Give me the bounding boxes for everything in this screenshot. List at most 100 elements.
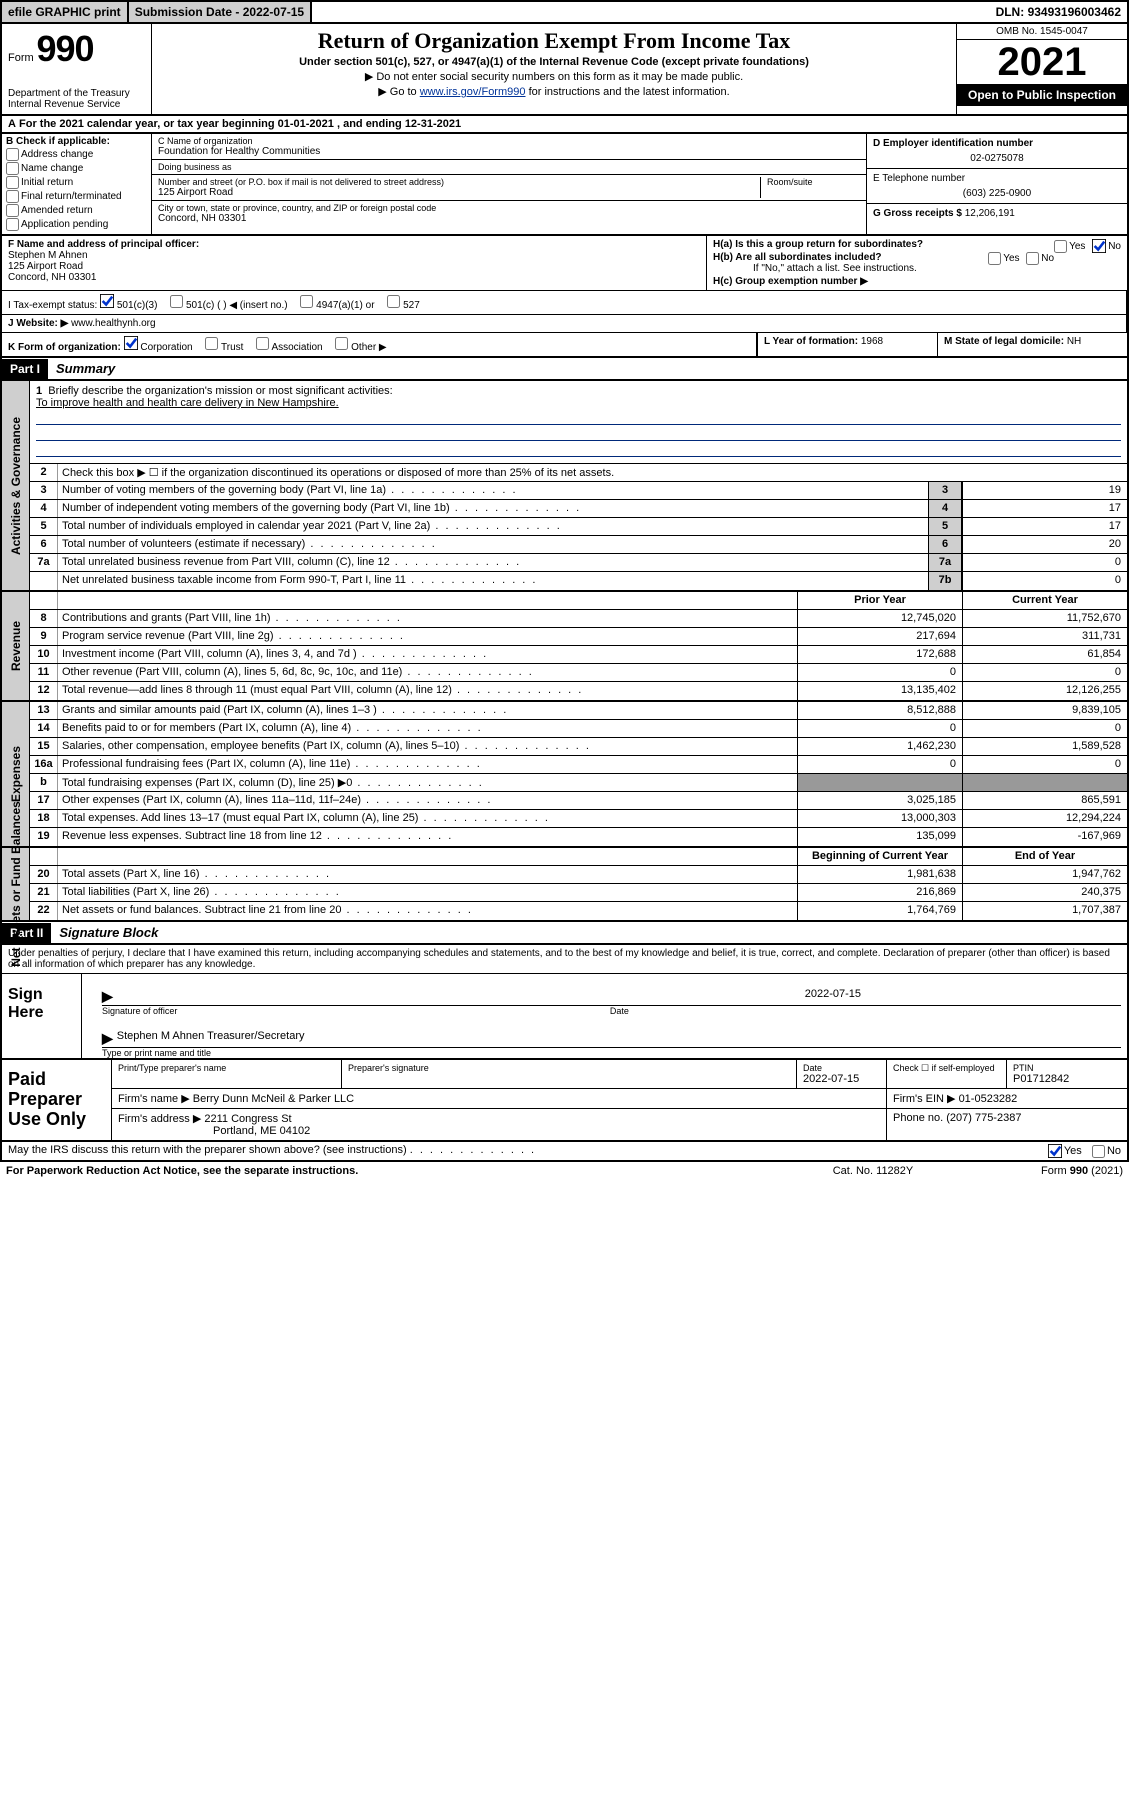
hb-yes-chk[interactable] (988, 252, 1001, 265)
submission-label: Submission Date - (135, 5, 243, 19)
gross-label: G Gross receipts $ (873, 208, 965, 219)
yes-label: Yes (1003, 253, 1019, 264)
chk-final-return[interactable]: Final return/terminated (6, 190, 147, 203)
line-box: 7a (928, 554, 962, 571)
part1-hdr: Part I (2, 359, 48, 379)
prior-val: 216,869 (797, 884, 962, 901)
line-num: 15 (30, 738, 58, 755)
pra-notice: For Paperwork Reduction Act Notice, see … (6, 1165, 773, 1177)
prior-val (797, 774, 962, 791)
chk-name-change[interactable]: Name change (6, 162, 147, 175)
chk-other[interactable] (335, 337, 348, 350)
chk-address-change[interactable]: Address change (6, 148, 147, 161)
line-desc: Contributions and grants (Part VIII, lin… (58, 610, 797, 627)
firm-phone: (207) 775-2387 (946, 1112, 1021, 1124)
line-num: 3 (30, 482, 58, 499)
hc-label: H(c) Group exemption number ▶ (713, 276, 868, 287)
prior-val: 135,099 (797, 828, 962, 846)
efile-label[interactable]: efile GRAPHIC print (2, 2, 129, 22)
line-desc: Revenue less expenses. Subtract line 18 … (58, 828, 797, 846)
line-num: 5 (30, 518, 58, 535)
prior-val: 217,694 (797, 628, 962, 645)
prior-val: 0 (797, 756, 962, 773)
vtab-label: Net Assets or Fund Balances (9, 801, 23, 967)
col-prior: Prior Year (797, 592, 962, 609)
may-discuss: May the IRS discuss this return with the… (8, 1144, 407, 1156)
signature-block: Under penalties of perjury, I declare th… (0, 945, 1129, 1060)
line-val: 19 (962, 482, 1127, 499)
year-footer: 2021 (1095, 1165, 1119, 1177)
no-label: No (1108, 241, 1121, 252)
line-num: 18 (30, 810, 58, 827)
officer-name: Stephen M Ahnen (8, 250, 88, 261)
line-desc: Number of independent voting members of … (58, 500, 928, 517)
line-box: 5 (928, 518, 962, 535)
opt-other: Other ▶ (351, 342, 386, 353)
ha-yes-chk[interactable] (1054, 240, 1067, 253)
line-num: 8 (30, 610, 58, 627)
part1-governance: Activities & Governance 1 Briefly descri… (0, 381, 1129, 592)
table-row: 17Other expenses (Part IX, column (A), l… (30, 792, 1127, 810)
line-val: 17 (962, 500, 1127, 517)
mission-blank (36, 443, 1121, 457)
ha-label: H(a) Is this a group return for subordin… (713, 239, 923, 250)
chk-initial-return[interactable]: Initial return (6, 176, 147, 189)
gross-value: 12,206,191 (965, 208, 1015, 219)
preparer-block: Paid Preparer Use Only Print/Type prepar… (0, 1060, 1129, 1142)
hb-no-chk[interactable] (1026, 252, 1039, 265)
check-icon (1092, 239, 1106, 253)
chk-trust[interactable] (205, 337, 218, 350)
efile-topbar: efile GRAPHIC print Submission Date - 20… (0, 0, 1129, 22)
line-desc: Professional fundraising fees (Part IX, … (58, 756, 797, 773)
line-num: 11 (30, 664, 58, 681)
part1-revenue: Revenue Prior Year Current Year 8Contrib… (0, 592, 1129, 702)
form-number: 990 (36, 28, 93, 69)
chk-4947[interactable] (300, 295, 313, 308)
form-num-footer: 990 (1070, 1165, 1088, 1177)
opt-corp: Corporation (140, 342, 192, 353)
date-label: Date (610, 1006, 629, 1016)
dots (410, 1144, 536, 1156)
prior-val: 8,512,888 (797, 702, 962, 719)
chk-501c[interactable] (170, 295, 183, 308)
table-row: 14Benefits paid to or for members (Part … (30, 720, 1127, 738)
col-end: End of Year (962, 848, 1127, 865)
goto-post: for instructions and the latest informat… (529, 86, 730, 98)
line-desc: Total unrelated business revenue from Pa… (58, 554, 928, 571)
line-val: 20 (962, 536, 1127, 553)
dln-cell: DLN: 93493196003462 (990, 2, 1127, 22)
discuss-no-chk[interactable] (1092, 1145, 1105, 1158)
chk-assoc[interactable] (256, 337, 269, 350)
prep-sig-label: Preparer's signature (348, 1063, 790, 1073)
prior-val: 1,764,769 (797, 902, 962, 920)
box-c: C Name of organization Foundation for He… (152, 134, 867, 234)
chk-application-pending[interactable]: Application pending (6, 218, 147, 231)
officer-city: Concord, NH 03301 (8, 272, 96, 283)
submission-date: 2022-07-15 (243, 5, 304, 19)
omb-number: OMB No. 1545-0047 (957, 24, 1127, 40)
part1-netassets: Net Assets or Fund Balances Beginning of… (0, 848, 1129, 922)
line-num: 21 (30, 884, 58, 901)
ein-label: D Employer identification number (873, 138, 1121, 149)
table-row: 18Total expenses. Add lines 13–17 (must … (30, 810, 1127, 828)
prior-val: 3,025,185 (797, 792, 962, 809)
curr-val: 12,126,255 (962, 682, 1127, 700)
prior-val: 0 (797, 664, 962, 681)
prior-val: 0 (797, 720, 962, 737)
line-val: 0 (962, 572, 1127, 590)
part1-expenses: Expenses 13Grants and similar amounts pa… (0, 702, 1129, 848)
dept-label: Department of the Treasury (8, 88, 145, 99)
table-row: 15Salaries, other compensation, employee… (30, 738, 1127, 756)
line-num: 13 (30, 702, 58, 719)
note-goto: ▶ Go to www.irs.gov/Form990 for instruct… (160, 85, 948, 98)
chk-amended-return[interactable]: Amended return (6, 204, 147, 217)
curr-val: 865,591 (962, 792, 1127, 809)
table-row: 10Investment income (Part VIII, column (… (30, 646, 1127, 664)
irs-link[interactable]: www.irs.gov/Form990 (420, 86, 526, 98)
line-desc: Benefits paid to or for members (Part IX… (58, 720, 797, 737)
box-m: M State of legal domicile: NH (937, 333, 1127, 356)
officer-printed: Stephen M Ahnen Treasurer/Secretary (117, 1030, 305, 1047)
chk-527[interactable] (387, 295, 400, 308)
period-mid: , and ending (337, 118, 405, 130)
line-val: 0 (962, 554, 1127, 571)
